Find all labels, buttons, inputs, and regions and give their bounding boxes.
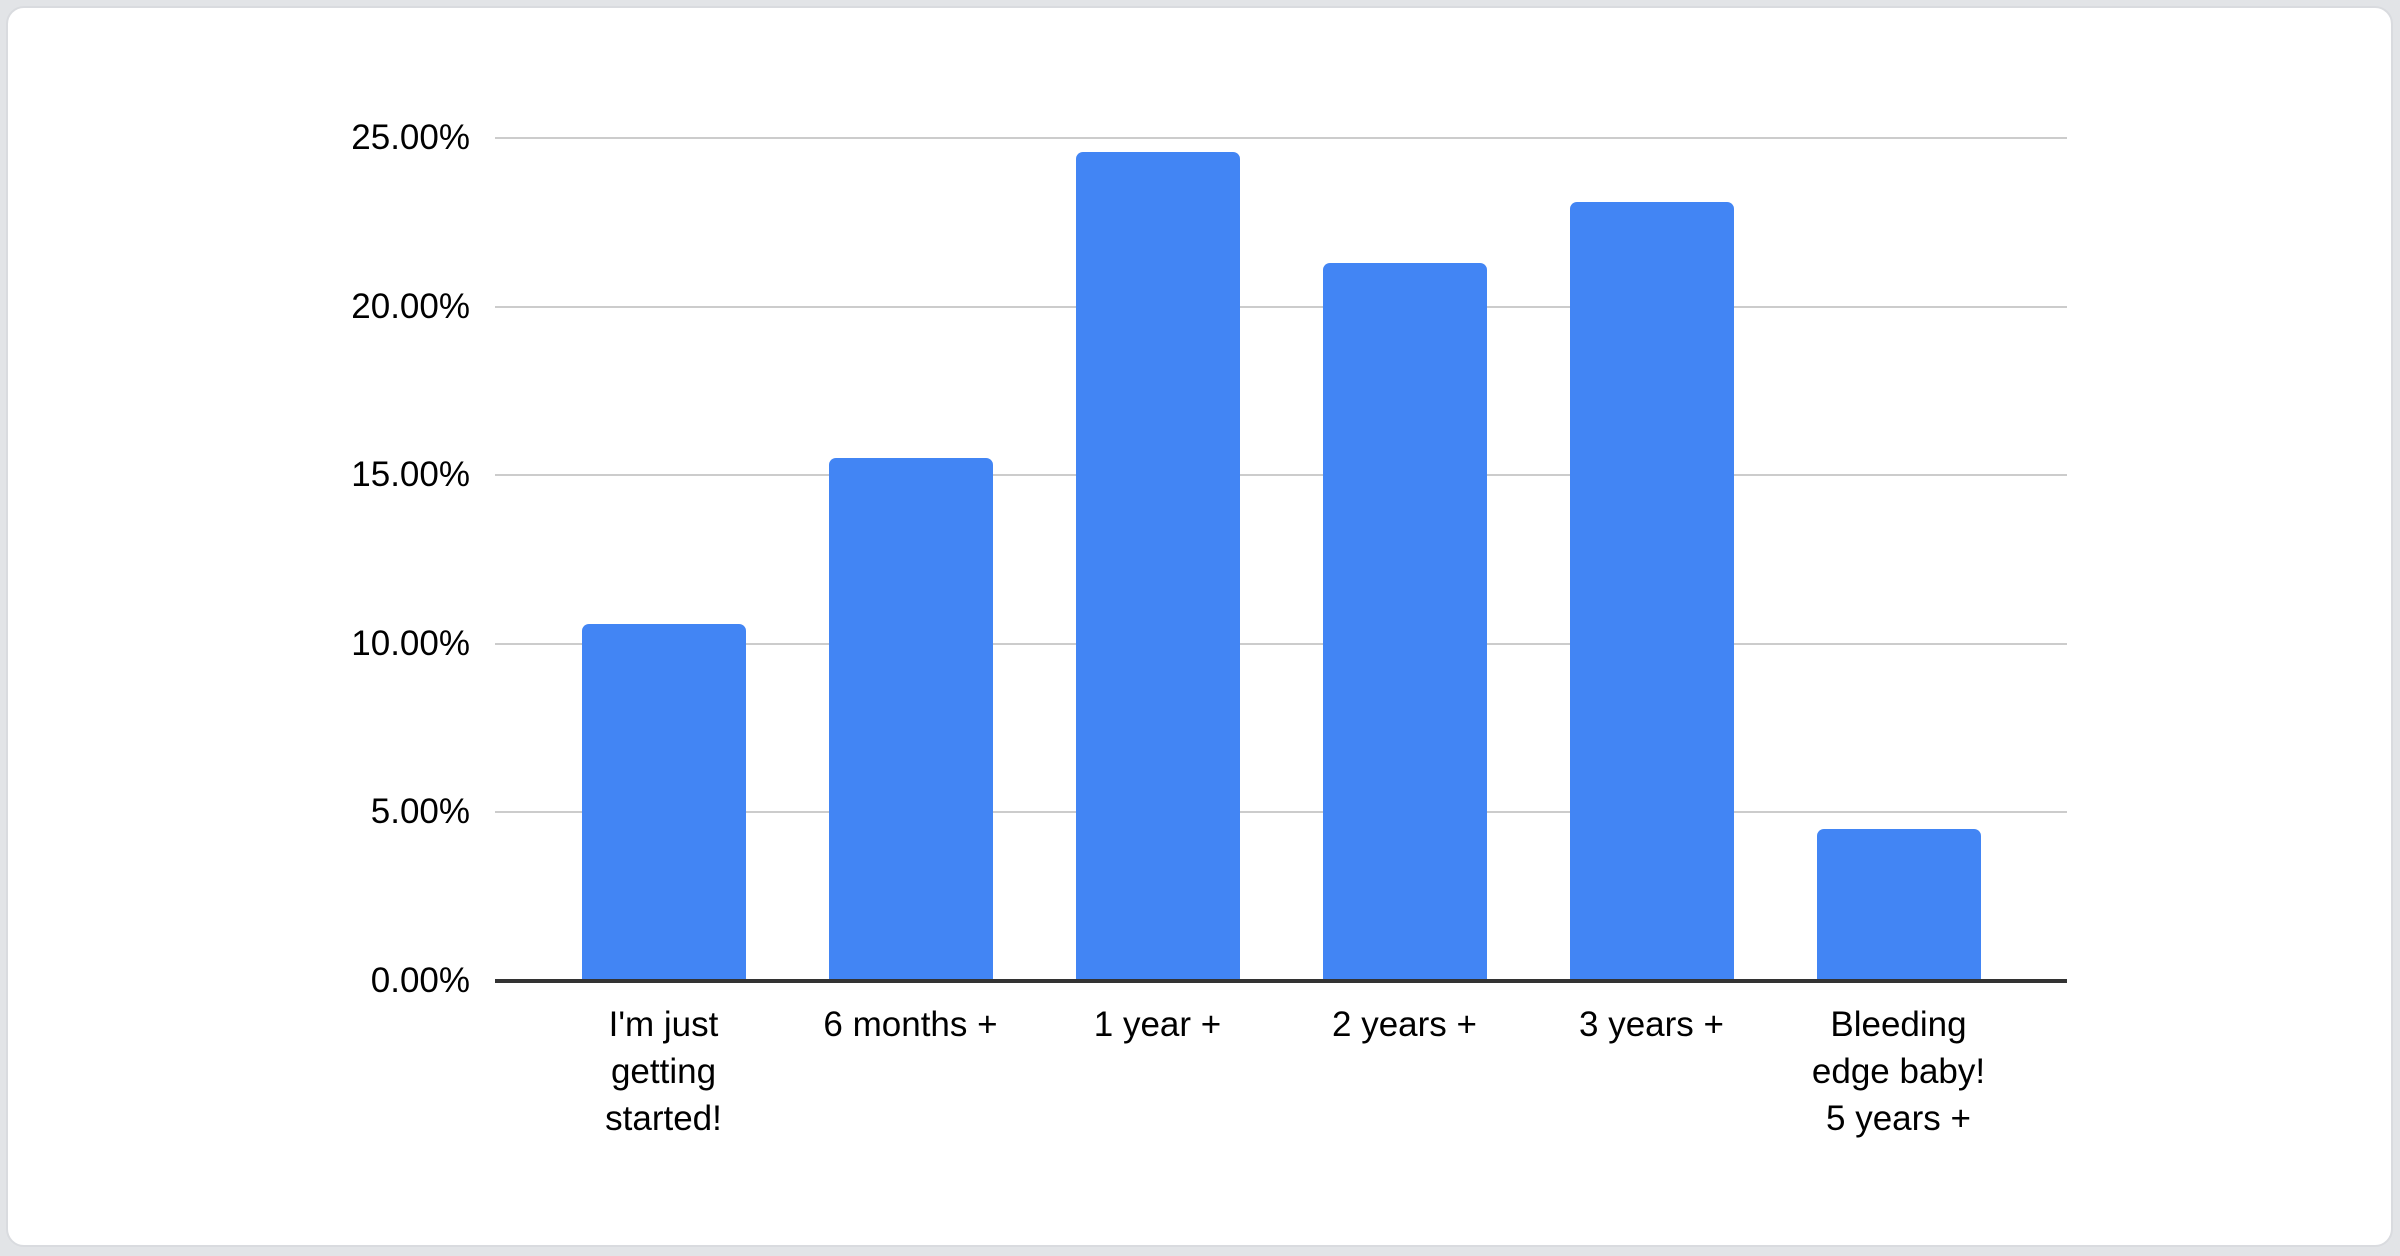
bar-slot <box>1775 138 2022 981</box>
x-axis-category-label: Bleeding edge baby! 5 years + <box>1775 1001 2022 1142</box>
y-axis-tick-label: 5.00% <box>370 792 470 832</box>
bar-slot <box>787 138 1034 981</box>
bar-slot <box>540 138 787 981</box>
x-axis-category-label: 1 year + <box>1034 1001 1281 1142</box>
x-axis-category-label-line: 5 years + <box>1826 1099 1971 1138</box>
x-axis-category-label-line: started! <box>605 1099 722 1138</box>
x-axis-category-label-line: I'm just <box>608 1005 719 1044</box>
y-axis-tick-label: 0.00% <box>370 961 470 1000</box>
x-axis-category-label-line: Bleeding <box>1830 1005 1967 1044</box>
x-axis-category-label: 6 months + <box>787 1001 1034 1142</box>
gridline <box>495 642 2067 645</box>
x-axis-category-label-line: 3 years + <box>1579 1005 1724 1044</box>
y-axis-tick-label: 25.00% <box>351 118 470 157</box>
gridline <box>495 811 2067 814</box>
x-axis-category-label-line: 6 months + <box>823 1005 998 1044</box>
x-axis-labels: I'm just getting started! 6 months + 1 year … <box>495 1001 2067 1142</box>
x-axis-category-label-line: getting <box>610 1052 717 1091</box>
bar-slot <box>1034 138 1281 981</box>
x-axis-category-label-line: edge baby! <box>1811 1052 1986 1091</box>
x-axis-baseline <box>495 979 2067 983</box>
bar-5 <box>1569 202 1734 981</box>
bar-3 <box>1075 151 1240 981</box>
x-axis-category-label-line: 2 years + <box>1332 1005 1477 1044</box>
bars-row <box>495 138 2067 981</box>
plot-area <box>495 137 2067 983</box>
bar-1 <box>581 623 746 981</box>
y-axis-tick-label: 20.00% <box>351 286 470 326</box>
x-axis-category-label: 2 years + <box>1281 1001 1528 1142</box>
x-axis-category-label: 3 years + <box>1528 1001 1775 1142</box>
y-axis-tick-label: 15.00% <box>351 455 470 495</box>
gridlines <box>495 137 2067 981</box>
bar-slot <box>1281 138 1528 981</box>
bar-slot <box>1528 138 1775 981</box>
y-axis-tick-label: 10.00% <box>351 623 470 663</box>
x-axis-category-label-line: 1 year + <box>1093 1005 1222 1044</box>
gridline <box>495 305 2067 308</box>
x-axis-category-label: I'm just getting started! <box>540 1001 787 1142</box>
bar-2 <box>828 458 993 981</box>
gridline <box>495 474 2067 477</box>
bar-4 <box>1322 262 1487 981</box>
gridline <box>495 137 2067 139</box>
bar-6 <box>1816 829 1981 981</box>
